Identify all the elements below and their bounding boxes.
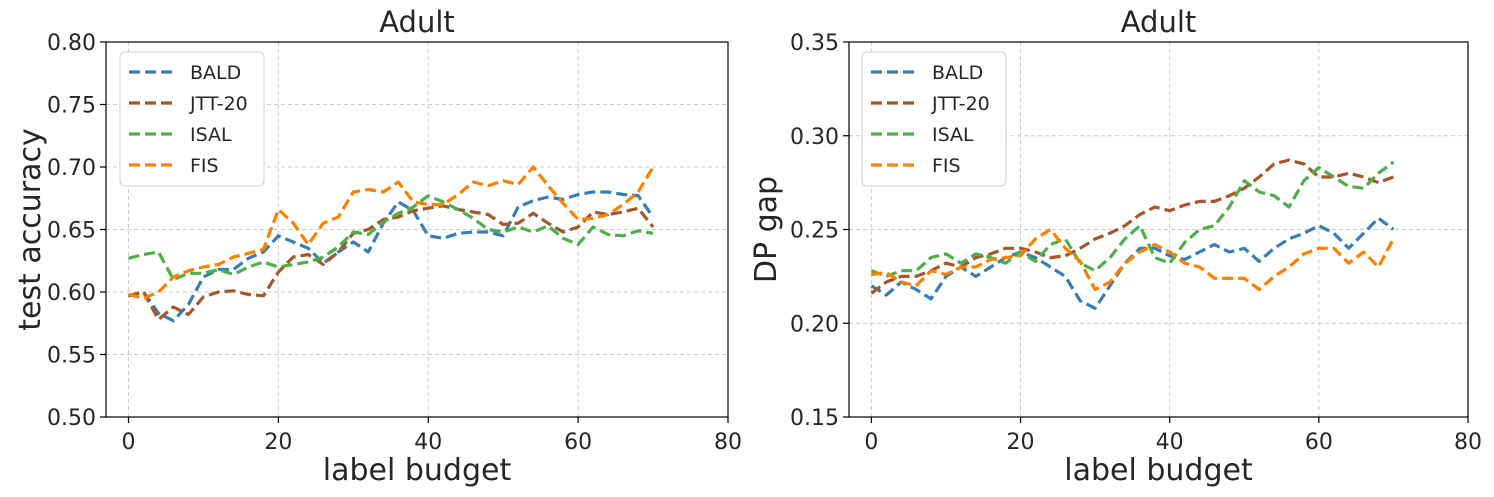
chart-panel-1: 0 20 40 60 80 0.50 0.55 0.60 0.65 0.70 0.75 0.80 Adu… <box>13 5 742 488</box>
legend-label: JTT-20 <box>189 93 248 115</box>
legend: BALD JTT-20 ISAL FIS <box>861 51 1007 187</box>
x-tick-label: 20 <box>1007 430 1035 455</box>
x-tick-label: 40 <box>414 430 442 455</box>
chart-panel-2: 0 20 40 60 80 0.15 0.20 0.25 0.30 0.35 Adult label … <box>749 5 1482 488</box>
y-axis-title: DP gap <box>749 176 784 283</box>
x-axis-title: label budget <box>323 453 512 488</box>
y-tick-label: 0.35 <box>790 31 839 56</box>
chart-title: Adult <box>1121 5 1197 39</box>
y-tick-label: 0.25 <box>790 219 839 244</box>
y-tick-label: 0.55 <box>47 344 96 369</box>
series-line-jtt-20 <box>128 204 655 322</box>
x-tick-label: 40 <box>1156 430 1184 455</box>
x-tick-label: 60 <box>564 430 592 455</box>
y-tick-label: 0.80 <box>47 31 96 56</box>
y-tick-label: 0.15 <box>790 406 839 431</box>
chart-title: Adult <box>379 5 455 39</box>
x-tick-label: 80 <box>1454 430 1482 455</box>
x-tick-label: 0 <box>864 430 878 455</box>
x-tick-label: 0 <box>121 430 135 455</box>
legend-box <box>861 51 1007 187</box>
y-tick-label: 0.65 <box>47 219 96 244</box>
legend-box <box>119 51 265 187</box>
series-line-fis <box>128 165 655 300</box>
y-tick-label: 0.75 <box>47 94 96 119</box>
x-tick-label: 60 <box>1305 430 1333 455</box>
series-line-fis <box>871 227 1395 292</box>
series-line-isal <box>870 160 1395 278</box>
y-tick-label: 0.60 <box>47 281 96 306</box>
y-tick-label: 0.30 <box>790 125 839 150</box>
y-tick-label: 0.20 <box>790 312 839 337</box>
legend-label: JTT-20 <box>931 93 990 115</box>
legend-label: BALD <box>932 62 983 84</box>
y-tick-label: 0.50 <box>47 406 96 431</box>
legend-label: ISAL <box>190 124 232 146</box>
y-axis-title: test accuracy <box>13 128 48 331</box>
x-tick-label: 80 <box>714 430 742 455</box>
y-tick-label: 0.70 <box>47 156 96 181</box>
series-line-bald <box>128 190 655 323</box>
legend: BALD JTT-20 ISAL FIS <box>119 51 265 187</box>
x-tick-label: 20 <box>264 430 292 455</box>
series-line-isal <box>128 194 654 282</box>
legend-label: BALD <box>190 62 241 84</box>
x-axis-title: label budget <box>1064 453 1253 488</box>
legend-label: ISAL <box>932 124 974 146</box>
legend-label: FIS <box>932 155 961 177</box>
legend-label: FIS <box>190 155 219 177</box>
